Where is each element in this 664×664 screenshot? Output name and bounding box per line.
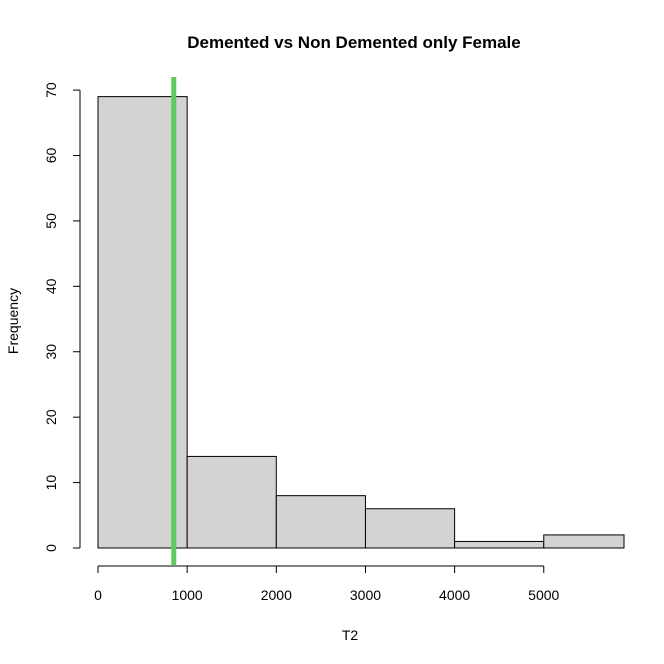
y-tick-label: 10: [43, 475, 59, 491]
histogram-bar: [543, 534, 625, 549]
x-tick-label: 2000: [261, 587, 292, 603]
y-tick-label: 40: [43, 278, 59, 294]
histogram-bar: [186, 455, 277, 549]
y-tick-label: 0: [43, 544, 59, 552]
histogram-bar: [454, 540, 545, 549]
x-tick-label: 1000: [172, 587, 203, 603]
x-tick-label: 3000: [350, 587, 381, 603]
histogram-bar: [364, 508, 456, 549]
bars-group: [97, 96, 625, 549]
x-tick-label: 4000: [439, 587, 470, 603]
y-axis-label: Frequency: [5, 288, 21, 354]
chart-title: Demented vs Non Demented only Female: [187, 33, 520, 52]
y-tick-label: 30: [43, 344, 59, 360]
y-tick-label: 50: [43, 213, 59, 229]
y-tick-label: 70: [43, 82, 59, 98]
y-tick-label: 20: [43, 409, 59, 425]
histogram-bar: [275, 495, 366, 549]
x-tick-label: 5000: [528, 587, 559, 603]
x-axis: 0 1000 2000 3000 4000 5000: [94, 565, 560, 603]
y-axis: 0 10 20 30 40 50 60 70: [43, 82, 81, 552]
x-axis-label: T2: [342, 627, 359, 643]
x-tick-label: 0: [94, 587, 102, 603]
y-tick-label: 60: [43, 148, 59, 164]
